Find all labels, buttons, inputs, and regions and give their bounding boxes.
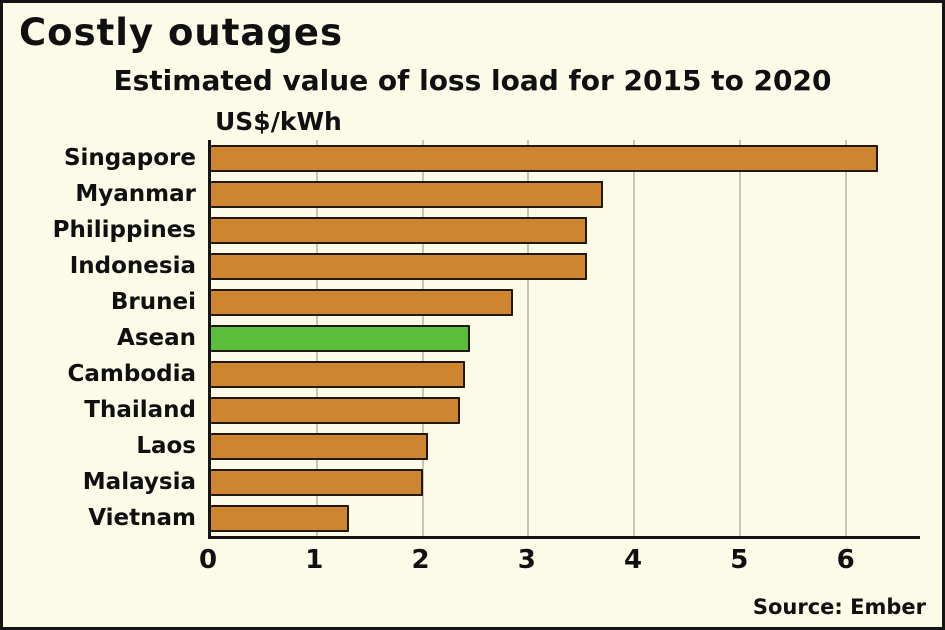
category-labels: Singapore Myanmar Philippines Indonesia Brun… (13, 140, 208, 539)
bar-row (211, 392, 920, 428)
category-label: Singapore (63, 145, 196, 171)
category-label: Vietnam (88, 505, 196, 531)
category-label: Myanmar (75, 181, 196, 207)
x-tick-label: 4 (624, 545, 643, 575)
bar-row (211, 140, 920, 176)
bar-highlight (211, 324, 471, 352)
x-tick-label: 0 (198, 545, 218, 575)
bar (211, 504, 349, 532)
category-label: Laos (136, 433, 196, 459)
x-tick-label: 3 (517, 545, 536, 575)
bar-row (211, 212, 920, 248)
x-tick-label: 1 (305, 545, 324, 575)
bar-row (211, 248, 920, 284)
bar (211, 468, 423, 496)
unit-label: US$/kWh (215, 107, 342, 136)
category-label: Thailand (84, 397, 196, 423)
x-tick-label: 5 (730, 545, 749, 575)
bar (211, 432, 428, 460)
gridline (633, 140, 636, 536)
bar-row (211, 356, 920, 392)
gridline (739, 140, 742, 536)
category-label: Cambodia (67, 361, 197, 387)
category-label: Philippines (52, 217, 196, 243)
bar (211, 216, 587, 244)
category-label: Asean (117, 325, 196, 351)
bar (211, 288, 513, 316)
category-label: Malaysia (82, 469, 196, 495)
plot-area (208, 140, 920, 539)
chart-subtitle: Estimated value of loss load for 2015 to… (113, 64, 832, 97)
category-label: Brunei (110, 289, 196, 315)
x-tick-label: 6 (836, 545, 855, 575)
bar-row (211, 176, 920, 212)
bar (211, 144, 878, 172)
bar-row (211, 464, 920, 500)
chart-body: Singapore Myanmar Philippines Indonesia Brun… (3, 140, 942, 539)
bar (211, 252, 587, 280)
page-title: Costly outages (19, 11, 343, 54)
bar-row (211, 320, 920, 356)
x-tick-label: 2 (411, 545, 430, 575)
bar-rows (211, 140, 920, 536)
category-label: Indonesia (69, 253, 196, 279)
bar (211, 396, 460, 424)
x-axis-ticks: 0 1 2 3 4 5 6 (199, 543, 920, 583)
bar (211, 180, 603, 208)
bar (211, 360, 465, 388)
bar-row (211, 500, 920, 536)
source-credit: Source: Ember (752, 595, 926, 619)
gridline (844, 140, 847, 536)
bar-row (211, 284, 920, 320)
gridline (527, 140, 530, 536)
bar-row (211, 428, 920, 464)
